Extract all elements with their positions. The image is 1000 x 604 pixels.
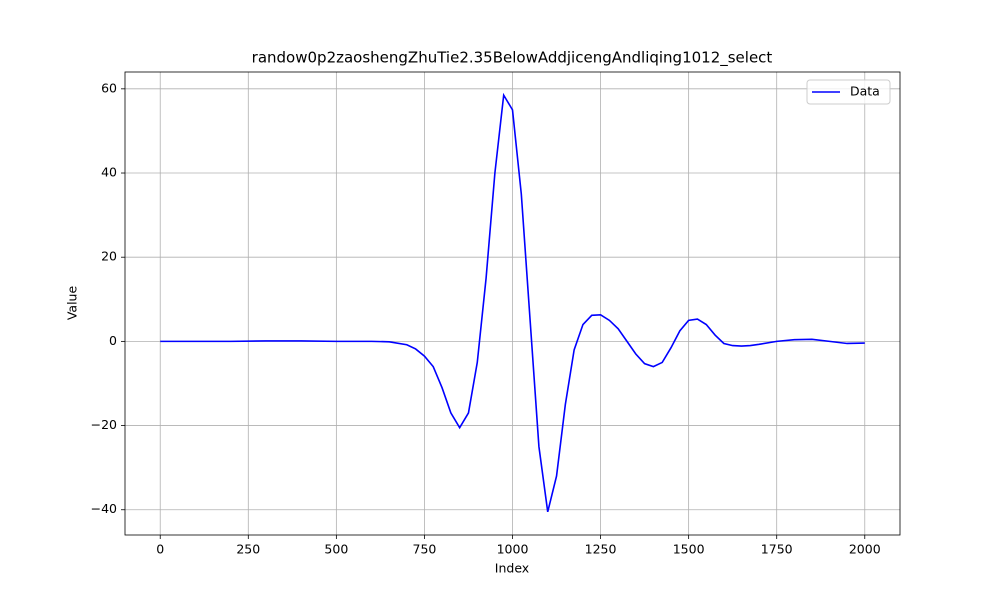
legend-box xyxy=(806,79,891,105)
y-tick-label: −20 xyxy=(91,417,117,432)
y-axis-label: Value xyxy=(65,286,80,321)
y-tick-label: −40 xyxy=(91,501,117,516)
x-tick-label: 0 xyxy=(156,542,164,557)
legend: Data xyxy=(806,79,891,105)
chart-title: randow0p2zaoshengZhuTie2.35BelowAddjicen… xyxy=(252,49,773,68)
x-tick-label: 1250 xyxy=(585,542,617,557)
y-tick-label: 0 xyxy=(109,333,117,348)
x-tick-label: 750 xyxy=(413,542,437,557)
plot-frame xyxy=(124,71,901,536)
x-tick-label: 1750 xyxy=(761,542,793,557)
x-tick-label: 250 xyxy=(236,542,260,557)
x-tick-label: 2000 xyxy=(849,542,881,557)
x-tick-label: 500 xyxy=(324,542,348,557)
x-tick-label: 1500 xyxy=(673,542,705,557)
y-tick-label: 60 xyxy=(101,80,117,95)
y-tick-label: 40 xyxy=(101,165,117,180)
y-tick-label: 20 xyxy=(101,249,117,264)
data-line xyxy=(160,92,865,513)
x-tick-label: 1000 xyxy=(497,542,529,557)
legend-label: Data xyxy=(850,84,880,99)
x-axis-label: Index xyxy=(495,561,529,576)
